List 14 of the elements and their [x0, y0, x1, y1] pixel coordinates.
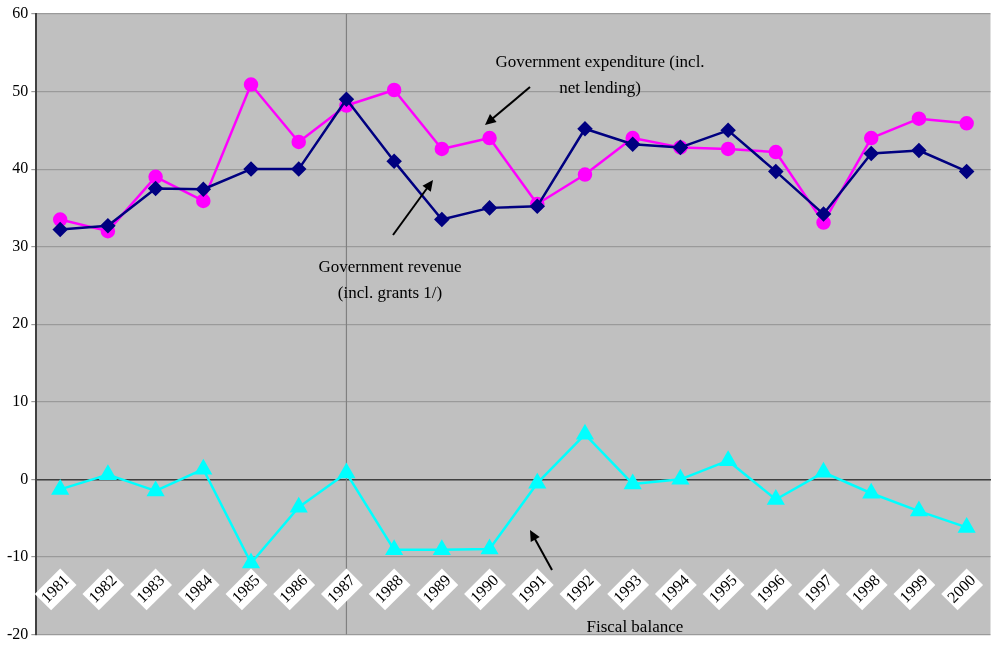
annotation: Government revenue (incl. grants 1/) [318, 256, 462, 304]
y-tick-label: 60 [12, 4, 29, 22]
x-tick-label: 1981 [37, 571, 73, 606]
y-tick-label: 10 [12, 391, 29, 409]
y-tick-label: 50 [12, 81, 29, 99]
y-tick-label: -20 [7, 624, 29, 642]
annotation: Fiscal balance [586, 616, 684, 638]
y-tick-label: -10 [7, 547, 29, 565]
x-tick-label: 1991 [514, 571, 550, 606]
y-tick-label: 40 [12, 159, 29, 177]
annotation: Government expenditure (incl. net lending) [495, 51, 705, 99]
y-tick-label: 0 [20, 469, 29, 487]
y-tick-label: 30 [12, 236, 29, 254]
y-tick-label: 20 [12, 314, 29, 332]
